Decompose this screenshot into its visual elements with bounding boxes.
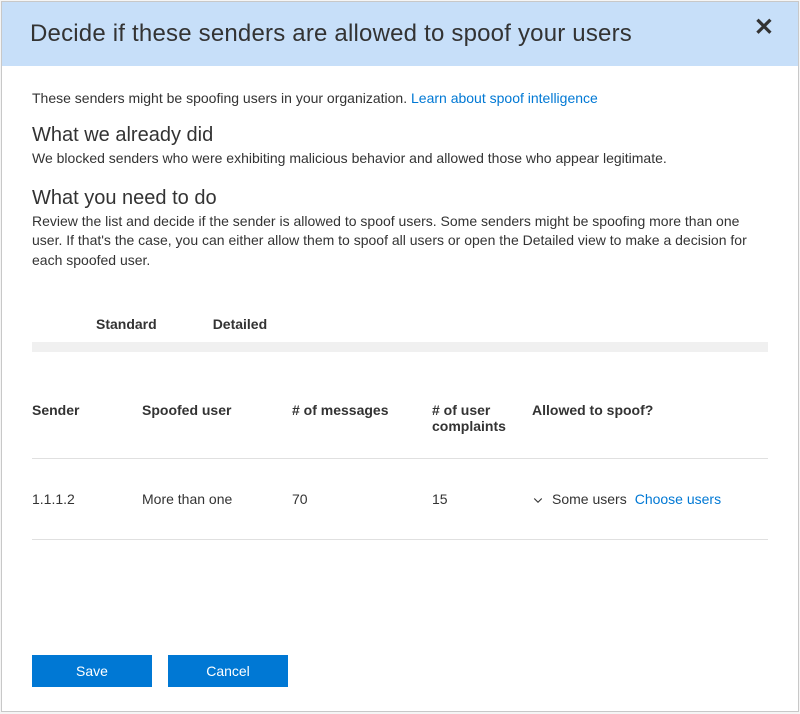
intro-text: These senders might be spoofing users in… [32,90,768,106]
learn-link[interactable]: Learn about spoof intelligence [411,90,598,106]
save-button[interactable]: Save [32,655,152,687]
cell-spoofed-user: More than one [142,491,292,507]
column-sender: Sender [32,402,142,434]
table-header-row: Sender Spoofed user # of messages # of u… [32,402,768,459]
tab-standard[interactable]: Standard [68,306,185,342]
dialog-header: Decide if these senders are allowed to s… [2,2,798,66]
cancel-button[interactable]: Cancel [168,655,288,687]
table-row: 1.1.1.2 More than one 70 15 Some users C… [32,459,768,540]
tabs-container: Standard Detailed [32,306,768,352]
allowed-status-text: Some users [552,491,627,507]
intro-text-body: These senders might be spoofing users in… [32,90,411,106]
column-spoofed-user: Spoofed user [142,402,292,434]
dialog-footer: Save Cancel [2,635,798,711]
tab-underline [32,342,768,352]
need-to-do-text: Review the list and decide if the sender… [32,212,768,271]
close-icon[interactable]: ✕ [750,16,778,40]
senders-table: Sender Spoofed user # of messages # of u… [32,402,768,540]
tab-detailed[interactable]: Detailed [185,306,295,342]
column-allowed: Allowed to spoof? [532,402,768,434]
spoof-senders-dialog: Decide if these senders are allowed to s… [1,1,799,712]
cell-complaints: 15 [432,491,532,507]
cell-allowed: Some users Choose users [532,491,768,507]
choose-users-link[interactable]: Choose users [635,491,721,507]
dialog-title: Decide if these senders are allowed to s… [30,20,632,48]
need-to-do-heading: What you need to do [32,187,768,210]
chevron-down-icon[interactable] [532,492,544,506]
dialog-content: These senders might be spoofing users in… [2,66,798,635]
cell-sender: 1.1.1.2 [32,491,142,507]
column-complaints: # of user complaints [432,402,532,434]
already-did-text: We blocked senders who were exhibiting m… [32,149,768,169]
tabs: Standard Detailed [32,306,768,342]
column-messages: # of messages [292,402,432,434]
already-did-heading: What we already did [32,124,768,147]
cell-messages: 70 [292,491,432,507]
